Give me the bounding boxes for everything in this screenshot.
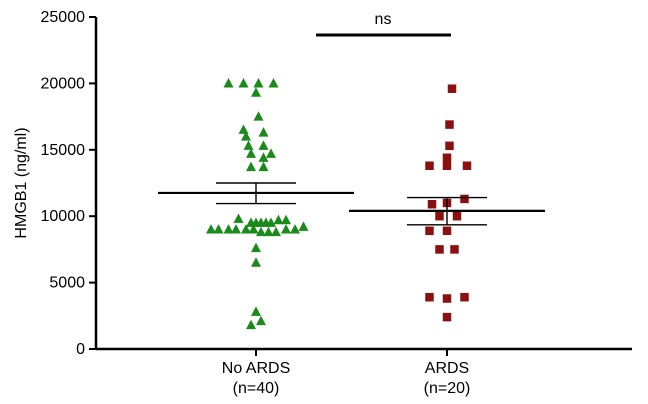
triangle-point xyxy=(281,214,291,225)
mean-sem-bars xyxy=(158,182,545,226)
triangle-point xyxy=(266,148,276,158)
triangle-point xyxy=(231,224,241,234)
triangle-point xyxy=(251,257,261,267)
triangle-point xyxy=(213,224,224,234)
triangle-point xyxy=(241,224,251,234)
square-point xyxy=(435,245,444,254)
square-point xyxy=(425,161,434,170)
square-point xyxy=(460,194,469,204)
triangle-point xyxy=(246,161,256,172)
triangle-point xyxy=(263,226,274,237)
triangle-point xyxy=(253,111,264,121)
square-point xyxy=(442,294,452,303)
y-axis-label: HMGB1 (ng/ml) xyxy=(13,127,30,238)
y-tick-group: 0 5000 10000 15000 20000 25000 xyxy=(41,9,96,358)
triangle-point xyxy=(281,224,291,234)
square-point xyxy=(447,84,457,93)
square-point xyxy=(445,120,454,129)
square-point xyxy=(450,245,459,254)
y-tick-label: 20000 xyxy=(41,75,86,92)
triangle-point xyxy=(246,148,256,158)
y-tick-label: 25000 xyxy=(41,9,86,26)
square-point xyxy=(442,312,452,322)
triangle-point xyxy=(251,306,261,316)
square-point xyxy=(442,226,452,236)
triangle-point xyxy=(241,131,251,141)
y-tick-label: 5000 xyxy=(49,275,85,292)
square-point xyxy=(425,292,434,302)
triangle-point xyxy=(253,78,264,88)
triangle-point xyxy=(233,213,244,223)
triangle-point xyxy=(246,319,256,330)
category-label-ards-line2: (n=20) xyxy=(424,380,471,397)
triangle-point xyxy=(206,224,216,234)
square-point xyxy=(445,141,454,151)
x-axis: No ARDS (n=40) ARDS (n=20) xyxy=(96,347,632,397)
square-point xyxy=(452,211,462,221)
square-point xyxy=(427,199,437,209)
triangle-point xyxy=(256,315,266,326)
y-tick-label: 15000 xyxy=(41,142,86,159)
triangle-point xyxy=(258,140,269,150)
significance-bracket: ns xyxy=(316,11,451,37)
square-point xyxy=(442,153,452,163)
triangle-point xyxy=(258,161,269,172)
triangle-point xyxy=(258,152,269,162)
category-label-no-ards-line1: No ARDS xyxy=(222,360,290,377)
category-label-ards-line1: ARDS xyxy=(425,360,469,377)
square-point xyxy=(425,226,434,236)
triangle-point xyxy=(258,127,269,137)
y-tick-label: 10000 xyxy=(41,208,86,225)
triangle-point xyxy=(223,224,234,234)
y-axis: 0 5000 10000 15000 20000 25000 xyxy=(41,9,98,358)
triangle-point xyxy=(268,78,279,88)
square-point xyxy=(442,161,452,170)
square-point xyxy=(462,161,472,170)
category-label-no-ards-line2: (n=40) xyxy=(233,380,280,397)
triangle-point xyxy=(290,224,300,234)
y-tick-label: 0 xyxy=(76,341,85,358)
triangle-point xyxy=(251,87,261,97)
triangle-point xyxy=(251,242,261,253)
triangle-point xyxy=(273,214,284,225)
triangle-point xyxy=(238,124,249,134)
triangle-point xyxy=(223,78,234,88)
square-point xyxy=(435,211,444,221)
triangle-point xyxy=(256,226,266,237)
triangle-point xyxy=(238,78,249,88)
square-point xyxy=(460,292,469,302)
significance-label: ns xyxy=(375,11,392,28)
triangle-point xyxy=(271,226,281,237)
triangle-point xyxy=(243,140,254,150)
triangle-point xyxy=(298,221,309,231)
triangle-point xyxy=(248,224,259,234)
data-points xyxy=(206,78,472,330)
triangle-point xyxy=(266,217,276,227)
